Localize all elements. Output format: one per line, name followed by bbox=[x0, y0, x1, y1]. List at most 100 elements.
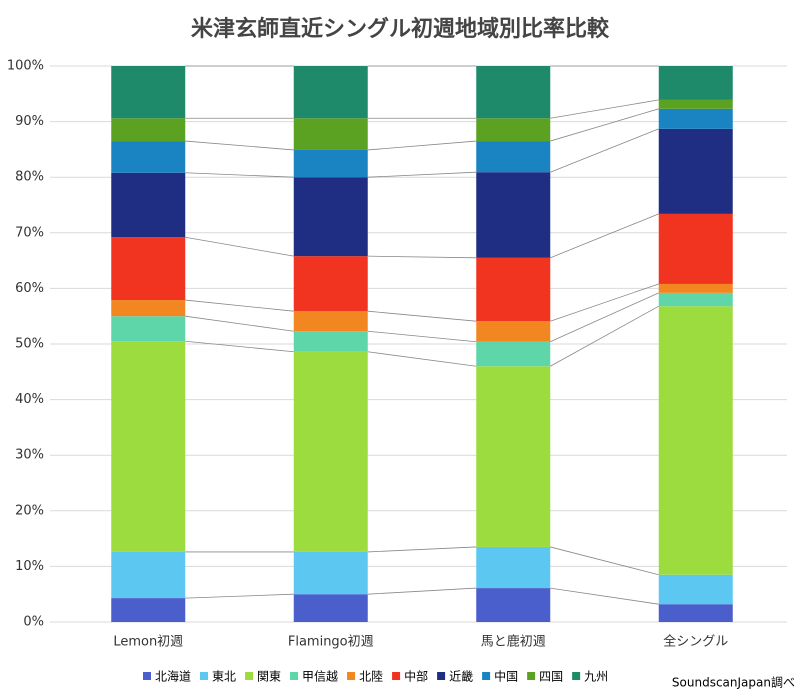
legend-label: 中国 bbox=[494, 669, 518, 684]
connector bbox=[185, 140, 294, 151]
connector bbox=[550, 128, 659, 173]
bar-segment bbox=[658, 99, 733, 109]
bar-segment bbox=[111, 118, 186, 142]
connector bbox=[367, 171, 477, 178]
legend-swatch bbox=[482, 672, 491, 680]
bar-segment bbox=[476, 257, 551, 322]
bar-segment bbox=[476, 546, 551, 589]
connector bbox=[367, 351, 477, 367]
source-note: SoundscanJapan調べ bbox=[672, 676, 795, 690]
connector bbox=[550, 546, 659, 576]
y-tick-label: 60% bbox=[15, 281, 44, 296]
bar-segment bbox=[476, 321, 551, 342]
connector bbox=[367, 587, 477, 595]
x-tick-label: Flamingo初週 bbox=[288, 635, 374, 650]
connector bbox=[185, 593, 294, 599]
bar-segment bbox=[476, 118, 551, 142]
x-tick-label: 全シングル bbox=[663, 634, 728, 650]
legend-swatch bbox=[392, 672, 401, 680]
bar-segment bbox=[658, 108, 733, 129]
y-tick-label: 80% bbox=[15, 170, 44, 185]
bar-segment bbox=[476, 341, 551, 367]
y-tick-label: 70% bbox=[15, 225, 44, 240]
bar-segment bbox=[293, 118, 368, 150]
legend-swatch bbox=[245, 672, 254, 680]
y-tick-label: 40% bbox=[15, 392, 44, 407]
bar-segment bbox=[293, 66, 368, 119]
y-tick-label: 20% bbox=[15, 503, 44, 518]
legend-label: 中部 bbox=[404, 669, 428, 684]
connector bbox=[367, 546, 477, 553]
legend-label: 関東 bbox=[257, 670, 281, 684]
legend-label: 東北 bbox=[212, 670, 236, 684]
y-tick-label: 10% bbox=[15, 559, 44, 574]
bar-segment bbox=[293, 177, 368, 257]
bar-segment bbox=[111, 300, 186, 317]
legend-swatch bbox=[143, 672, 151, 680]
bar-segment bbox=[658, 604, 733, 622]
connector bbox=[550, 587, 659, 605]
bar-segment bbox=[658, 66, 733, 100]
bar-segment bbox=[111, 551, 186, 599]
legend-swatch bbox=[437, 672, 446, 680]
bar-segment bbox=[111, 598, 186, 622]
connector bbox=[550, 292, 659, 343]
y-tick-label: 100% bbox=[7, 59, 44, 74]
connector bbox=[185, 340, 294, 353]
connector bbox=[367, 255, 477, 259]
bar-segment bbox=[111, 341, 186, 552]
bar-segment bbox=[111, 237, 186, 301]
y-tick-label: 0% bbox=[23, 615, 44, 630]
bar-segment bbox=[658, 574, 733, 605]
y-tick-label: 90% bbox=[15, 114, 44, 129]
bar-segment bbox=[658, 292, 733, 307]
y-tick-label: 50% bbox=[15, 337, 44, 352]
connector bbox=[185, 172, 294, 178]
bar-segment bbox=[293, 311, 368, 332]
bar-segment bbox=[476, 366, 551, 547]
bar-segment bbox=[293, 149, 368, 178]
bar-segment bbox=[293, 331, 368, 352]
connector bbox=[550, 99, 659, 119]
connector bbox=[367, 140, 477, 151]
legend-label: 甲信越 bbox=[302, 670, 338, 684]
legend-swatch bbox=[572, 672, 581, 680]
bar-segment bbox=[111, 316, 186, 342]
bar-segment bbox=[658, 128, 733, 214]
connector bbox=[185, 315, 294, 332]
bar-segment bbox=[293, 351, 368, 552]
bar-segment bbox=[111, 172, 186, 238]
legend-swatch bbox=[347, 672, 356, 680]
x-tick-label: 馬と鹿初週 bbox=[481, 634, 546, 650]
connector bbox=[367, 310, 477, 322]
legend-label: 四国 bbox=[539, 670, 563, 684]
legend-swatch bbox=[290, 672, 299, 680]
connector bbox=[550, 108, 659, 142]
legend-label: 近畿 bbox=[449, 670, 473, 684]
bar-segment bbox=[111, 66, 186, 119]
bar-segment bbox=[293, 594, 368, 622]
connector bbox=[550, 283, 659, 322]
legend-swatch bbox=[200, 672, 209, 680]
bar-segment bbox=[658, 213, 733, 284]
bar-segment bbox=[476, 66, 551, 119]
x-tick-label: Lemon初週 bbox=[113, 635, 183, 650]
bar-segment bbox=[476, 588, 551, 622]
connector bbox=[367, 330, 477, 343]
connector bbox=[550, 213, 659, 259]
legend-label: 九州 bbox=[584, 670, 608, 684]
connector bbox=[185, 236, 294, 257]
legend-label: 北陸 bbox=[359, 670, 383, 684]
chart-title: 米津玄師直近シングル初週地域別比率比較 bbox=[191, 16, 610, 42]
connector bbox=[185, 299, 294, 312]
legend-swatch bbox=[527, 672, 536, 680]
legend-label: 北海道 bbox=[155, 669, 191, 684]
bar-segment bbox=[293, 256, 368, 312]
bar-segment bbox=[293, 551, 368, 595]
connector bbox=[550, 305, 659, 367]
bar-segment bbox=[476, 141, 551, 173]
bar-segment bbox=[658, 283, 733, 293]
bar-segment bbox=[111, 141, 186, 173]
bar-segment bbox=[658, 306, 733, 575]
